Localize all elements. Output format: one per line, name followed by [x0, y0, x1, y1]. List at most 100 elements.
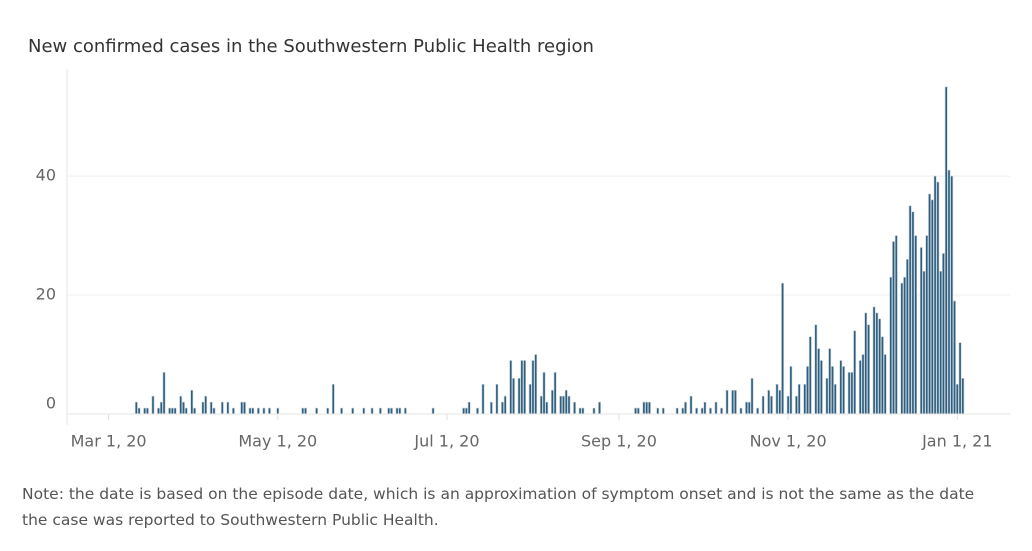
bar: [833, 383, 837, 415]
bar: [581, 407, 585, 415]
bar: [390, 407, 393, 415]
bar: [681, 407, 685, 415]
bar: [209, 401, 213, 415]
bar: [431, 407, 435, 415]
bar: [268, 407, 271, 415]
bar: [476, 407, 479, 415]
bar: [922, 270, 926, 415]
bar: [562, 395, 565, 415]
bar: [947, 169, 951, 415]
bar: [881, 336, 884, 415]
bar: [905, 259, 909, 415]
bar: [378, 407, 382, 415]
bar: [501, 401, 504, 415]
bar: [232, 407, 235, 415]
bar: [939, 270, 943, 415]
bar: [850, 372, 854, 415]
bar: [636, 407, 640, 415]
bar: [933, 175, 937, 415]
bar: [786, 395, 790, 415]
bar: [251, 407, 255, 415]
bar: [661, 407, 665, 415]
bar: [861, 354, 865, 415]
bar: [875, 312, 879, 415]
bar: [495, 383, 499, 415]
bar: [559, 395, 563, 415]
bar: [304, 407, 307, 415]
bar: [789, 366, 793, 415]
bar: [143, 407, 147, 415]
bar: [853, 330, 857, 415]
bar: [731, 389, 735, 415]
x-tick-label: Jan 1, 21: [921, 432, 992, 451]
bar: [797, 383, 801, 415]
bar: [645, 401, 649, 415]
bar: [930, 199, 934, 415]
bar: [892, 241, 895, 415]
bar: [534, 354, 538, 415]
y-tick-label: 0: [46, 394, 56, 413]
chart-title: New confirmed cases in the Southwestern …: [28, 36, 594, 57]
bar: [173, 407, 177, 415]
bar: [656, 407, 660, 415]
bar: [745, 401, 748, 415]
bar: [256, 407, 260, 415]
bar: [775, 383, 779, 415]
bar: [531, 360, 535, 415]
bar: [889, 276, 893, 415]
bar: [462, 407, 466, 415]
bar: [553, 372, 557, 415]
bar: [908, 205, 912, 415]
bar: [634, 407, 637, 415]
bar: [362, 407, 366, 415]
bar: [157, 407, 160, 415]
bar: [955, 383, 959, 415]
bar: [151, 395, 155, 415]
bar: [872, 306, 876, 415]
bar: [592, 407, 596, 415]
bar: [248, 407, 252, 415]
bar: [276, 407, 280, 415]
bar: [301, 407, 305, 415]
bar: [781, 282, 784, 415]
bar: [193, 407, 196, 415]
bar: [528, 383, 532, 415]
bar: [700, 407, 704, 415]
bar: [761, 395, 765, 415]
bar: [903, 276, 907, 415]
bar: [734, 389, 737, 415]
bar: [950, 175, 954, 415]
bar: [179, 395, 183, 415]
bar: [137, 407, 141, 415]
bar: [778, 389, 782, 415]
bar: [520, 360, 524, 415]
bar: [240, 401, 244, 415]
bar: [958, 342, 962, 415]
bar: [642, 401, 646, 415]
bar: [750, 378, 754, 415]
bar: [545, 401, 549, 415]
bar: [370, 407, 374, 415]
bar: [262, 407, 266, 415]
bar: [567, 395, 571, 415]
y-tick-label: 40: [36, 166, 56, 185]
bar: [739, 407, 743, 415]
bar: [489, 401, 493, 415]
bar: [911, 211, 915, 415]
bar: [770, 395, 773, 415]
bar: [523, 360, 527, 415]
bar: [331, 383, 335, 415]
bar: [756, 407, 760, 415]
footnote: Note: the date is based on the episode d…: [22, 485, 975, 529]
bar: [684, 401, 687, 415]
bar: [689, 395, 693, 415]
bar: [220, 401, 224, 415]
bar: [942, 253, 945, 415]
bar: [403, 407, 407, 415]
bar: [190, 389, 194, 415]
bar: [467, 401, 471, 415]
bar: [182, 401, 185, 415]
bar: [395, 407, 399, 415]
bar: [503, 395, 507, 415]
bar: [817, 348, 821, 415]
